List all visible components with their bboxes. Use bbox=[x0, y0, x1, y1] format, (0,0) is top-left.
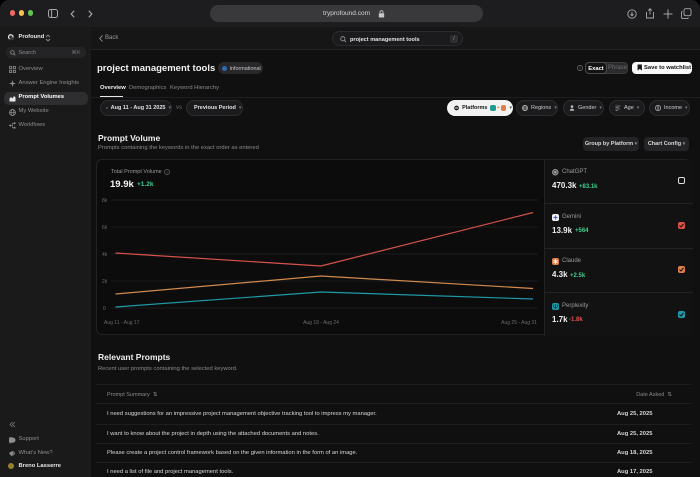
svg-text:Aug 11 - Aug 17: Aug 11 - Aug 17 bbox=[104, 320, 140, 326]
svg-text:8k: 8k bbox=[102, 198, 108, 204]
svg-text:Aug 25 - Aug 31: Aug 25 - Aug 31 bbox=[501, 320, 537, 326]
svg-text:$: $ bbox=[657, 106, 660, 111]
svg-text:Aug 18 - Aug 24: Aug 18 - Aug 24 bbox=[303, 320, 339, 326]
svg-text:6k: 6k bbox=[102, 225, 108, 231]
svg-text:4k: 4k bbox=[102, 252, 108, 258]
svg-text:0: 0 bbox=[103, 306, 106, 312]
svg-text:2k: 2k bbox=[102, 279, 108, 285]
svg-text:i: i bbox=[167, 170, 168, 174]
